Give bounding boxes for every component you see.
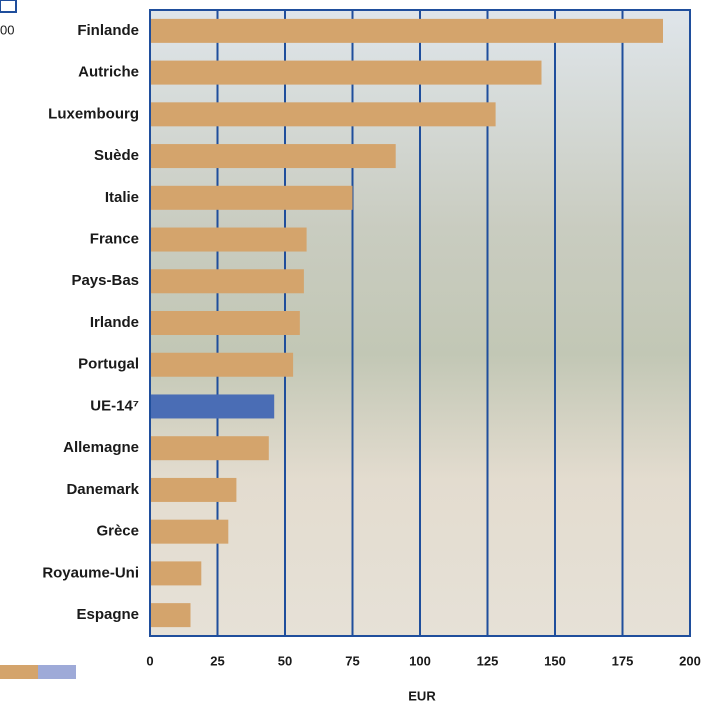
x-tick-label: 175 (612, 653, 634, 668)
y-tick-label: Luxembourg (48, 105, 139, 122)
plot-frame (149, 9, 691, 637)
y-tick-label: Suède (94, 147, 139, 164)
x-tick-label: 125 (477, 653, 499, 668)
legend-fragment (38, 665, 76, 679)
bar (150, 102, 496, 127)
bar (150, 269, 304, 294)
bar (150, 477, 237, 502)
x-tick-label: 0 (146, 653, 153, 668)
y-tick-label: Finlande (77, 22, 139, 39)
y-tick-label: Allemagne (63, 439, 139, 456)
y-tick-label: UE-14⁷ (90, 397, 139, 414)
fragment-box (0, 0, 17, 13)
bar (150, 60, 542, 85)
x-tick-label: 200 (679, 653, 701, 668)
bar (150, 144, 396, 169)
y-tick-label: Pays-Bas (71, 272, 139, 289)
y-tick-label: Danemark (66, 481, 139, 498)
y-tick-label: Italie (105, 189, 139, 206)
bar (150, 603, 191, 628)
bar (150, 18, 663, 43)
x-tick-label: 150 (544, 653, 566, 668)
x-axis-label: EUR (408, 688, 436, 703)
x-tick-label: 75 (345, 653, 359, 668)
x-tick-label: 100 (409, 653, 431, 668)
y-tick-label: Grèce (96, 523, 139, 540)
y-tick-label: France (90, 231, 139, 248)
bar (150, 436, 269, 461)
y-tick-label: Espagne (76, 606, 139, 623)
legend-fragment (0, 665, 38, 679)
bar (150, 352, 294, 377)
fragment-text: 00 (0, 22, 14, 37)
y-tick-label: Irlande (90, 314, 139, 331)
y-tick-label: Autriche (78, 64, 139, 81)
bar (150, 394, 275, 419)
bar (150, 185, 353, 210)
x-tick-label: 50 (278, 653, 292, 668)
y-tick-label: Portugal (78, 356, 139, 373)
bar (150, 561, 202, 586)
y-tick-label: Royaume-Uni (42, 564, 139, 581)
bar (150, 311, 300, 335)
x-tick-label: 25 (210, 653, 224, 668)
bar (150, 519, 229, 544)
bar (150, 227, 307, 252)
